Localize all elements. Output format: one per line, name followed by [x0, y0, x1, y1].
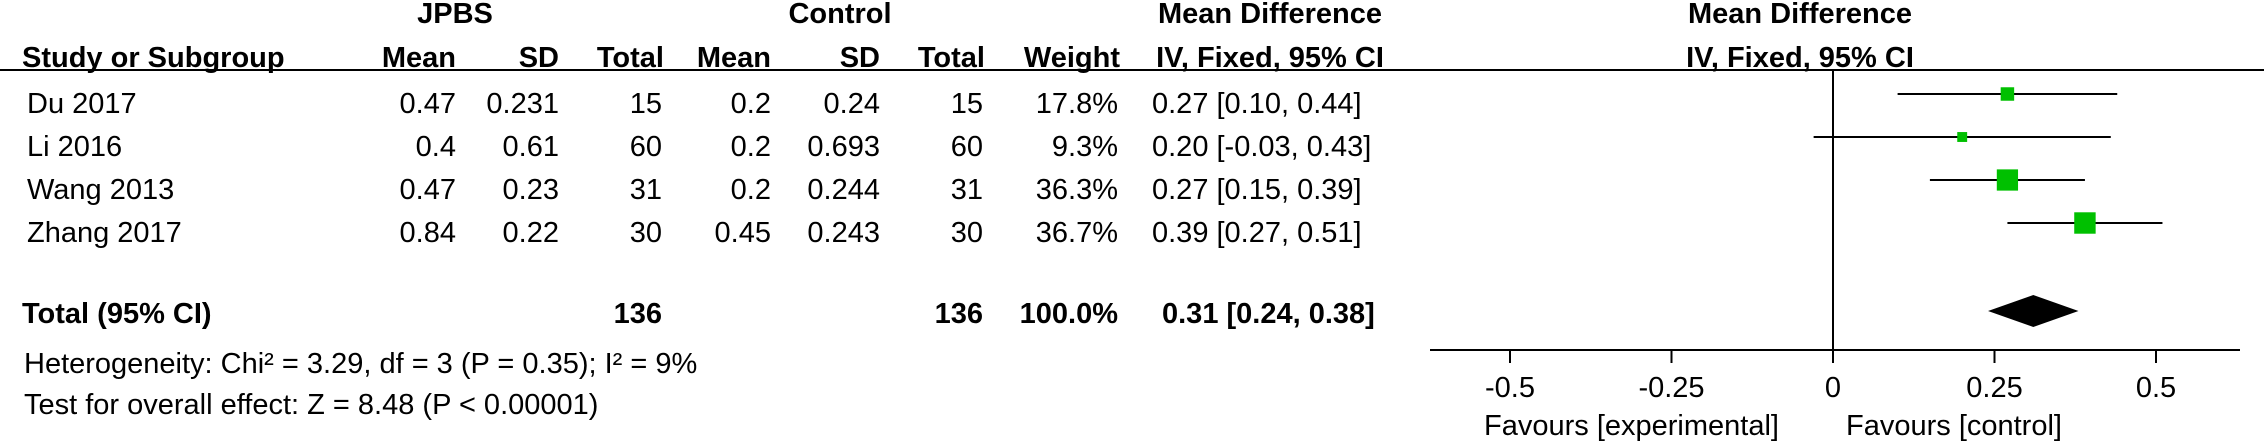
col-header-ctl-sd: SD [839, 42, 880, 74]
heterogeneity-text: Heterogeneity: Chi² = 3.29, df = 3 (P = … [24, 348, 698, 380]
weight: 36.7% [1035, 217, 1118, 249]
study-name: Li 2016 [27, 131, 123, 163]
ctl-mean: 0.45 [714, 217, 771, 249]
total-label: Total (95% CI) [22, 298, 212, 330]
total-ctl-total: 136 [934, 298, 983, 330]
md-left-title: Mean Difference [1157, 0, 1382, 30]
ctl-mean: 0.2 [730, 88, 771, 120]
x-tick-label: -0.5 [1485, 372, 1535, 404]
exp-total: 15 [629, 88, 662, 120]
md-right-subtitle: IV, Fixed, 95% CI [1686, 42, 1914, 74]
group-header-control: Control [788, 0, 892, 30]
col-header-exp-sd: SD [518, 42, 559, 74]
ctl-sd: 0.24 [823, 88, 880, 120]
x-tick-label: 0.25 [1966, 372, 2022, 404]
total-weight: 100.0% [1019, 298, 1118, 330]
x-tick-label: 0.5 [2136, 372, 2176, 404]
weight-square [2000, 87, 2015, 101]
ctl-total: 30 [950, 217, 983, 249]
pooled-diamond [1988, 295, 2079, 327]
weight-square [1957, 132, 1968, 142]
ci-text: 0.27 [0.10, 0.44] [1152, 88, 1362, 120]
x-tick-label: 0 [1825, 372, 1841, 404]
study-name: Zhang 2017 [27, 217, 182, 249]
exp-total: 31 [629, 174, 662, 206]
exp-mean: 0.4 [415, 131, 456, 163]
weight: 17.8% [1035, 88, 1118, 120]
ctl-sd: 0.693 [807, 131, 880, 163]
total-exp-total: 136 [613, 298, 662, 330]
col-header-ctl-total: Total [917, 42, 985, 74]
col-header-weight: Weight [1023, 42, 1120, 74]
col-header-ctl-mean: Mean [696, 42, 771, 74]
favours-right-label: Favours [control] [1846, 410, 2062, 442]
exp-sd: 0.231 [486, 88, 559, 120]
plot-layer: -0.5 -0.25 0 0.25 0.5 [1430, 70, 2240, 404]
ctl-mean: 0.2 [730, 131, 771, 163]
ctl-total: 15 [950, 88, 983, 120]
favours-left-label: Favours [experimental] [1484, 410, 1779, 442]
col-header-exp-mean: Mean [381, 42, 456, 74]
total-ci-text: 0.31 [0.24, 0.38] [1162, 298, 1375, 330]
col-header-study: Study or Subgroup [22, 42, 285, 74]
ctl-total: 60 [950, 131, 983, 163]
ci-text: 0.20 [-0.03, 0.43] [1152, 131, 1372, 163]
ctl-sd: 0.244 [807, 174, 880, 206]
exp-total: 60 [629, 131, 662, 163]
overall-effect-text: Test for overall effect: Z = 8.48 (P < 0… [24, 389, 599, 421]
ctl-sd: 0.243 [807, 217, 880, 249]
md-left-subtitle: IV, Fixed, 95% CI [1156, 42, 1384, 74]
exp-mean: 0.84 [399, 217, 456, 249]
x-tick-label: -0.25 [1638, 372, 1704, 404]
col-header-exp-total: Total [596, 42, 664, 74]
weight: 9.3% [1051, 131, 1118, 163]
ci-text: 0.27 [0.15, 0.39] [1152, 174, 1362, 206]
study-name: Du 2017 [27, 88, 137, 120]
weight-square [2074, 212, 2096, 234]
ci-text: 0.39 [0.27, 0.51] [1152, 217, 1362, 249]
exp-mean: 0.47 [399, 88, 456, 120]
ctl-mean: 0.2 [730, 174, 771, 206]
exp-mean: 0.47 [399, 174, 456, 206]
exp-sd: 0.23 [502, 174, 559, 206]
ctl-total: 31 [950, 174, 983, 206]
group-header-experimental: JPBS [417, 0, 493, 30]
study-name: Wang 2013 [27, 174, 175, 206]
weight: 36.3% [1035, 174, 1118, 206]
weight-square [1996, 169, 2019, 191]
exp-sd: 0.22 [502, 217, 559, 249]
exp-total: 30 [629, 217, 662, 249]
exp-sd: 0.61 [502, 131, 559, 163]
md-right-title: Mean Difference [1687, 0, 1912, 30]
